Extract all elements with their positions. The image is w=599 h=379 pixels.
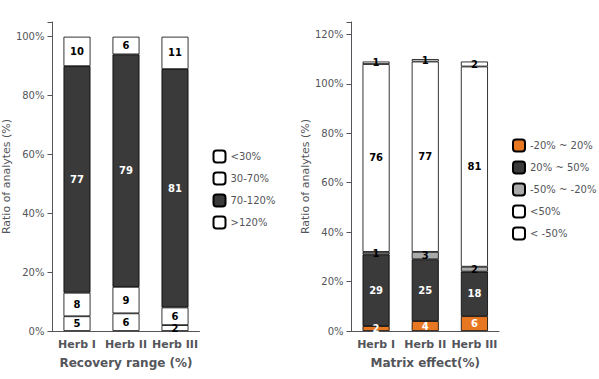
svg-text:>120%: >120%	[231, 217, 268, 228]
svg-text:Matrix effect(%): Matrix effect(%)	[370, 356, 480, 370]
svg-text:2: 2	[373, 323, 380, 334]
svg-text:6: 6	[123, 40, 130, 51]
svg-text:77: 77	[418, 151, 432, 162]
svg-text:-50% ~ -20%: -50% ~ -20%	[530, 184, 596, 195]
svg-text:76: 76	[369, 152, 383, 163]
svg-text:6: 6	[471, 318, 478, 329]
svg-text:79: 79	[119, 165, 133, 176]
svg-text:60%: 60%	[22, 149, 44, 160]
svg-text:1: 1	[373, 57, 380, 68]
svg-text:70-120%: 70-120%	[231, 195, 276, 206]
svg-text:2: 2	[471, 59, 478, 70]
svg-text:3: 3	[422, 250, 429, 261]
svg-text:100%: 100%	[315, 78, 344, 89]
svg-text:Herb I: Herb I	[58, 338, 96, 351]
svg-text:4: 4	[422, 321, 429, 332]
svg-text:Herb III: Herb III	[152, 338, 198, 351]
svg-text:0%: 0%	[29, 326, 45, 337]
svg-text:40%: 40%	[22, 208, 44, 219]
svg-text:81: 81	[467, 161, 481, 172]
svg-text:80%: 80%	[321, 128, 343, 139]
svg-text:2: 2	[172, 323, 179, 334]
svg-text:81: 81	[168, 183, 182, 194]
svg-text:60%: 60%	[321, 177, 343, 188]
svg-text:10: 10	[70, 46, 84, 57]
svg-text:25: 25	[418, 285, 432, 296]
svg-text:20% ~ 50%: 20% ~ 50%	[530, 162, 589, 173]
svg-text:Herb II: Herb II	[105, 338, 147, 351]
svg-text:1: 1	[373, 248, 380, 259]
svg-text:Recovery range (%): Recovery range (%)	[59, 356, 192, 370]
svg-text:20%: 20%	[22, 267, 44, 278]
svg-text:6: 6	[123, 317, 130, 328]
svg-text:77: 77	[70, 174, 84, 185]
svg-text:18: 18	[467, 288, 481, 299]
svg-text:29: 29	[369, 285, 383, 296]
svg-text:5: 5	[74, 318, 81, 329]
svg-text:6: 6	[172, 311, 179, 322]
svg-text:<50%: <50%	[530, 206, 561, 217]
svg-text:80%: 80%	[22, 90, 44, 101]
svg-text:Herb II: Herb II	[404, 338, 446, 351]
svg-text:120%: 120%	[315, 29, 344, 40]
svg-text:Herb I: Herb I	[357, 338, 395, 351]
svg-text:40%: 40%	[321, 227, 343, 238]
svg-text:Ratio of analytes (%): Ratio of analytes (%)	[0, 119, 13, 234]
svg-text:2: 2	[471, 264, 478, 275]
svg-text:0%: 0%	[328, 326, 344, 337]
svg-text:11: 11	[168, 47, 182, 58]
svg-text:1: 1	[422, 55, 429, 66]
svg-text:30-70%: 30-70%	[231, 173, 270, 184]
svg-text:< -50%: < -50%	[530, 228, 567, 239]
svg-text:9: 9	[123, 295, 130, 306]
svg-text:Herb III: Herb III	[451, 338, 497, 351]
svg-text:-20% ~ 20%: -20% ~ 20%	[530, 140, 593, 151]
svg-text:<30%: <30%	[231, 151, 262, 162]
svg-text:Ratio of analytes (%): Ratio of analytes (%)	[299, 119, 312, 234]
svg-text:20%: 20%	[321, 276, 343, 287]
svg-text:100%: 100%	[16, 31, 45, 42]
svg-text:8: 8	[74, 299, 81, 310]
